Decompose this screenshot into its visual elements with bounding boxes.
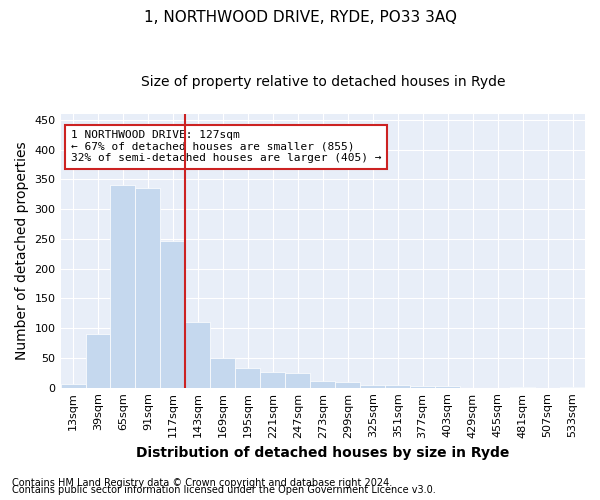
Bar [360, 386, 385, 388]
Bar [136, 188, 160, 388]
Bar [260, 372, 286, 388]
Bar [560, 387, 585, 388]
Bar [235, 368, 260, 388]
Bar [410, 386, 435, 388]
Bar [385, 386, 410, 388]
Text: Contains HM Land Registry data © Crown copyright and database right 2024.: Contains HM Land Registry data © Crown c… [12, 478, 392, 488]
Bar [110, 185, 136, 388]
Bar [286, 373, 310, 388]
Bar [211, 358, 235, 388]
Y-axis label: Number of detached properties: Number of detached properties [15, 142, 29, 360]
Bar [160, 241, 185, 388]
Text: Contains public sector information licensed under the Open Government Licence v3: Contains public sector information licen… [12, 485, 436, 495]
Text: 1 NORTHWOOD DRIVE: 127sqm
← 67% of detached houses are smaller (855)
32% of semi: 1 NORTHWOOD DRIVE: 127sqm ← 67% of detac… [71, 130, 382, 164]
Title: Size of property relative to detached houses in Ryde: Size of property relative to detached ho… [140, 75, 505, 89]
Bar [510, 387, 535, 388]
X-axis label: Distribution of detached houses by size in Ryde: Distribution of detached houses by size … [136, 446, 509, 460]
Bar [185, 322, 211, 388]
Bar [61, 384, 86, 388]
Bar [435, 386, 460, 388]
Bar [310, 381, 335, 388]
Text: 1, NORTHWOOD DRIVE, RYDE, PO33 3AQ: 1, NORTHWOOD DRIVE, RYDE, PO33 3AQ [143, 10, 457, 25]
Bar [86, 334, 110, 388]
Bar [335, 382, 360, 388]
